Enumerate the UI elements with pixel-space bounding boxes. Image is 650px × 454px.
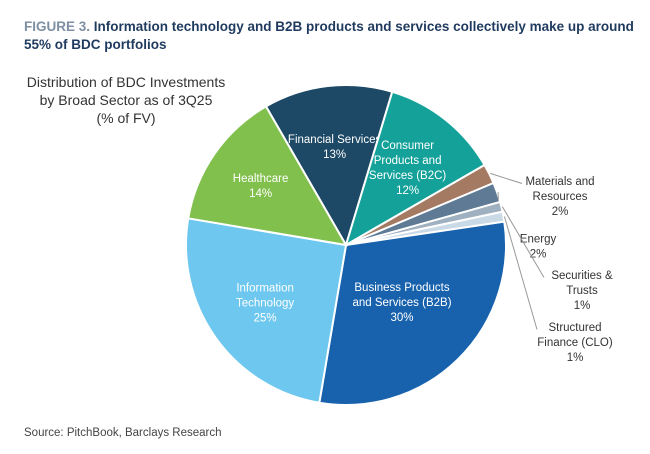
slice-name-label: Healthcare	[233, 173, 289, 185]
slice-name-label: Products and	[374, 155, 442, 167]
slice-label-healthcare: Healthcare 14%	[233, 173, 289, 200]
slice-label-consumer-products-and-services-b2c: Consumer Products and Services (B2C) 12%	[369, 140, 446, 197]
slice-label-securities-trusts: Securities & Trusts 1%	[551, 270, 613, 312]
figure-label: FIGURE 3.	[24, 19, 91, 34]
slice-name-label: Energy	[520, 234, 557, 246]
slice-name-label: Securities &	[551, 270, 613, 282]
pie-slice-healthcare	[187, 105, 348, 247]
chart-title: Distribution of BDC Investments by Broad…	[26, 73, 226, 127]
slice-label-financial-services: Financial Services 13%	[288, 134, 382, 161]
slice-value-label: 1%	[574, 300, 591, 312]
slice-value-label: 12%	[396, 185, 419, 197]
slice-name-label: Financial Services	[288, 134, 382, 146]
leader-line-structured-finance-clo	[503, 216, 538, 330]
slice-value-label: 1%	[567, 352, 584, 364]
slice-name-label: and Services (B2B)	[352, 297, 451, 309]
slice-name-label: Resources	[533, 191, 588, 203]
slice-label-information-technology: Information Technology 25%	[236, 283, 294, 325]
slice-value-label: 2%	[530, 249, 547, 261]
slice-value-label: 14%	[249, 188, 272, 200]
slice-name-label: Trusts	[566, 285, 598, 297]
pie-slice-consumer-products-and-services-b2c	[344, 90, 486, 248]
pie-slice-business-products-and-services-b2b	[318, 220, 507, 406]
pie-slice-financial-services	[264, 84, 394, 248]
slice-label-structured-finance-clo: Structured Finance (CLO) 1%	[537, 322, 613, 364]
slice-label-business-products-and-services-b2b: Business Products and Services (B2B) 30%	[352, 282, 451, 324]
pie-slice-information-technology	[185, 217, 348, 404]
slice-name-label: Technology	[236, 298, 294, 310]
source-note: Source: PitchBook, Barclays Research	[24, 427, 222, 439]
slice-label-energy: Energy 2%	[520, 234, 557, 261]
slice-name-label: Materials and	[525, 176, 594, 188]
figure-header: FIGURE 3. Information technology and B2B…	[24, 18, 634, 54]
chart-title-line: Distribution of BDC Investments	[26, 74, 226, 90]
chart-title-line: (% of FV)	[96, 110, 156, 126]
slice-value-label: 2%	[552, 206, 569, 218]
slice-name-label: Structured	[548, 322, 601, 334]
slice-value-label: 25%	[254, 313, 277, 325]
leader-line-securities-trusts	[501, 206, 545, 278]
slice-name-label: Consumer	[381, 140, 434, 152]
slice-label-materials-and-resources: Materials and Resources 2%	[525, 176, 594, 218]
slice-name-label: Finance (CLO)	[537, 337, 613, 349]
slice-name-label: Services (B2C)	[369, 170, 446, 182]
chart-title-line: by Broad Sector as of 3Q25	[39, 92, 213, 108]
leader-line-materials-and-resources	[490, 172, 523, 184]
figure-title: Information technology and B2B products …	[24, 19, 634, 52]
slice-name-label: Information	[236, 283, 294, 295]
slice-name-label: Business Products	[354, 282, 449, 294]
slice-value-label: 30%	[390, 312, 413, 324]
slice-value-label: 13%	[323, 149, 346, 161]
